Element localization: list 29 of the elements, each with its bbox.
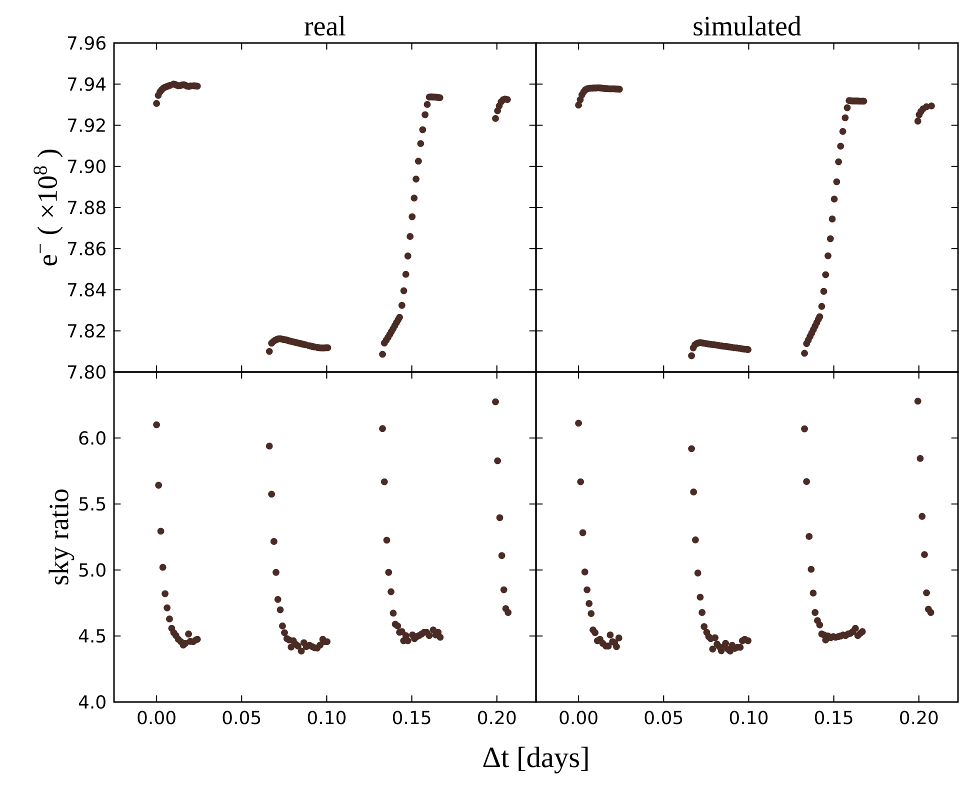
chart-title: real: [304, 16, 346, 36]
x-axis-title: Δt [days]: [483, 746, 588, 774]
x-tick-label: 0.05: [222, 710, 260, 724]
y-tick-label: 7.88: [68, 200, 106, 214]
y-tick-label: 7.92: [68, 118, 105, 132]
y-axis-title: sky ratio: [48, 489, 74, 584]
y-tick-label: 7.90: [68, 160, 106, 174]
y-tick-label: 7.94: [68, 77, 106, 91]
y-tick-label: 4.5: [78, 629, 106, 643]
x-tick-label: 0.00: [560, 710, 598, 724]
x-tick-label: 0.20: [478, 710, 516, 724]
chart-title: simulated: [694, 16, 802, 36]
x-tick-label: 0.15: [814, 710, 852, 724]
y-tick-label: 5.0: [79, 563, 106, 577]
y-tick-label: 7.80: [68, 365, 106, 379]
y-tick-label: 7.86: [68, 242, 106, 256]
y-tick-label: 7.84: [68, 282, 106, 297]
x-tick-label: 0.15: [392, 710, 430, 724]
y-tick-label: 7.96: [68, 36, 106, 50]
y-tick-label: 5.5: [79, 497, 106, 511]
x-tick-label: 0.20: [900, 710, 938, 724]
x-tick-label: 0.10: [730, 710, 768, 724]
y-tick-label: 4.0: [78, 695, 106, 709]
y-tick-label: 6.0: [79, 431, 106, 445]
y-tick-label: 7.82: [68, 324, 105, 338]
x-tick-label: 0.05: [644, 710, 682, 724]
x-tick-label: 0.00: [138, 710, 176, 724]
y-axis-title: e$^{−}$ ( ×10$^{8}$ ): [34, 150, 63, 266]
x-tick-label: 0.10: [308, 710, 346, 724]
